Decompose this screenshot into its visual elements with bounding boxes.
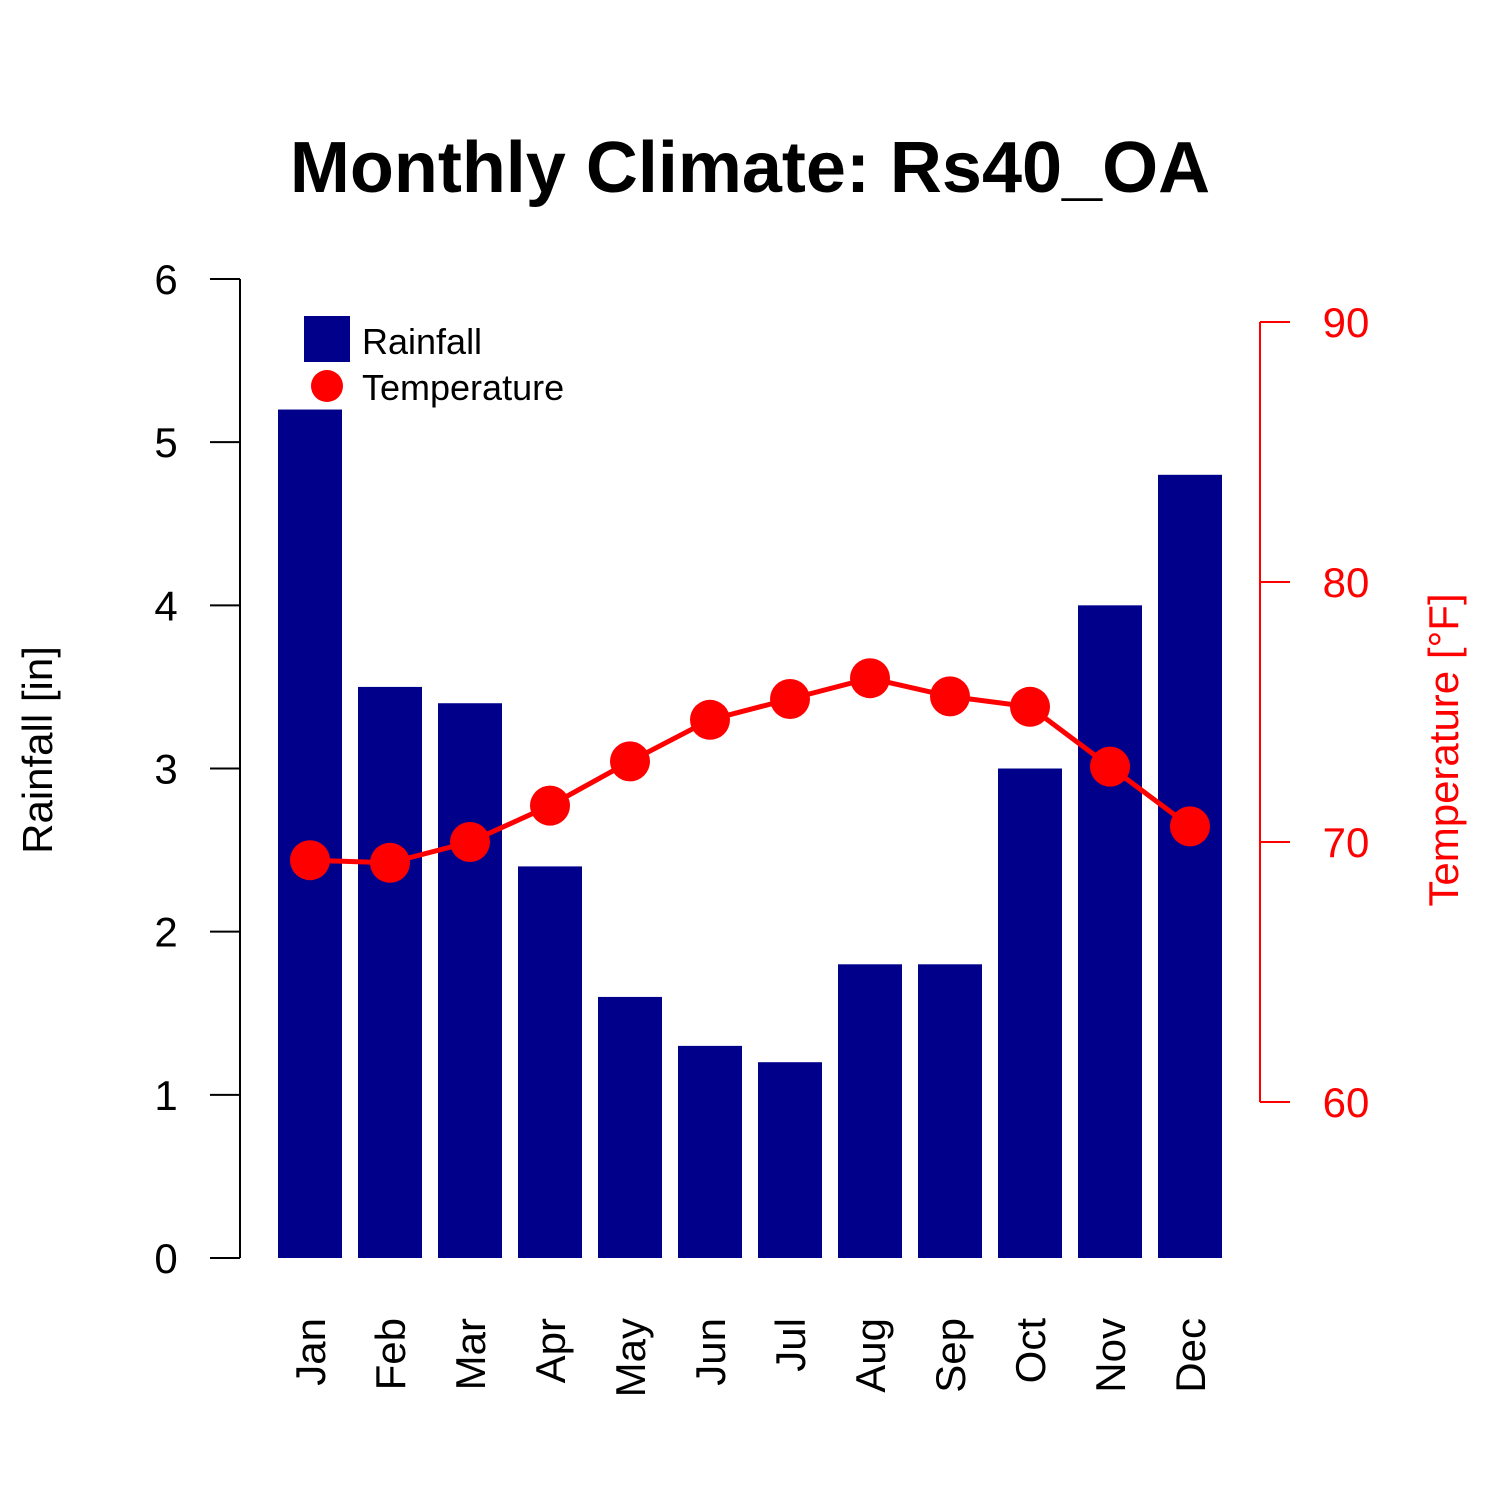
left-axis-title: Rainfall [in] <box>14 646 61 854</box>
legend-temperature-label: Temperature <box>362 367 564 408</box>
bar-apr <box>518 866 582 1258</box>
bar-jul <box>758 1062 822 1258</box>
x-label-apr: Apr <box>527 1318 574 1383</box>
bar-sep <box>918 964 982 1258</box>
bar-nov <box>1078 605 1142 1258</box>
left-tick-label: 0 <box>154 1235 177 1282</box>
left-tick-label: 5 <box>154 419 177 466</box>
temp-point-apr <box>530 785 570 826</box>
temp-point-nov <box>1090 746 1130 787</box>
chart-title: Monthly Climate: Rs40_OA <box>290 128 1210 208</box>
temp-point-feb <box>370 842 410 883</box>
x-label-feb: Feb <box>367 1318 414 1390</box>
x-label-may: May <box>607 1318 654 1397</box>
x-label-mar: Mar <box>447 1318 494 1390</box>
temp-point-dec <box>1170 806 1210 847</box>
right-tick-label: 90 <box>1323 299 1370 346</box>
left-axis: 0 1 2 3 4 5 6 <box>154 256 241 1282</box>
bar-feb <box>358 686 422 1258</box>
x-label-aug: Aug <box>847 1318 894 1393</box>
bar-jun <box>678 1045 742 1258</box>
x-label-jan: Jan <box>287 1318 334 1386</box>
left-tick-label: 3 <box>154 746 177 793</box>
bar-jan <box>278 409 342 1258</box>
x-label-dec: Dec <box>1167 1318 1214 1393</box>
temp-point-mar <box>450 822 490 862</box>
legend-rainfall-swatch <box>304 316 350 362</box>
left-tick-label: 1 <box>154 1072 177 1119</box>
x-label-sep: Sep <box>927 1318 974 1393</box>
legend: Rainfall Temperature <box>304 316 564 408</box>
right-tick-label: 70 <box>1323 819 1370 866</box>
temp-point-jul <box>770 679 810 719</box>
bar-aug <box>838 964 902 1258</box>
x-axis-labels: Jan Feb Mar Apr May Jun Jul Aug Sep Oct Nov Dec <box>287 1318 1214 1398</box>
temp-point-jun <box>690 699 730 740</box>
temperature-series <box>290 658 1210 883</box>
right-axis: 60 70 80 90 <box>1259 299 1370 1126</box>
legend-rainfall-label: Rainfall <box>362 321 482 362</box>
bar-oct <box>998 768 1062 1258</box>
x-label-jul: Jul <box>767 1318 814 1372</box>
x-label-oct: Oct <box>1007 1318 1054 1384</box>
bar-dec <box>1158 474 1222 1258</box>
left-tick-label: 2 <box>154 909 177 956</box>
temp-point-may <box>610 741 650 782</box>
temp-point-oct <box>1010 686 1050 727</box>
right-axis-title: Temperature [°F] <box>1420 593 1467 906</box>
left-tick-label: 4 <box>154 582 177 629</box>
temp-point-sep <box>930 676 970 717</box>
rainfall-bars <box>278 409 1222 1258</box>
right-tick-label: 80 <box>1323 559 1370 606</box>
bar-mar <box>438 703 502 1258</box>
right-tick-label: 60 <box>1323 1079 1370 1126</box>
x-label-nov: Nov <box>1087 1318 1134 1393</box>
temp-point-jan <box>290 840 330 881</box>
temp-point-aug <box>850 658 890 699</box>
x-label-jun: Jun <box>687 1318 734 1386</box>
bar-may <box>598 996 662 1258</box>
legend-temperature-marker <box>311 370 343 402</box>
left-tick-label: 6 <box>154 256 177 303</box>
